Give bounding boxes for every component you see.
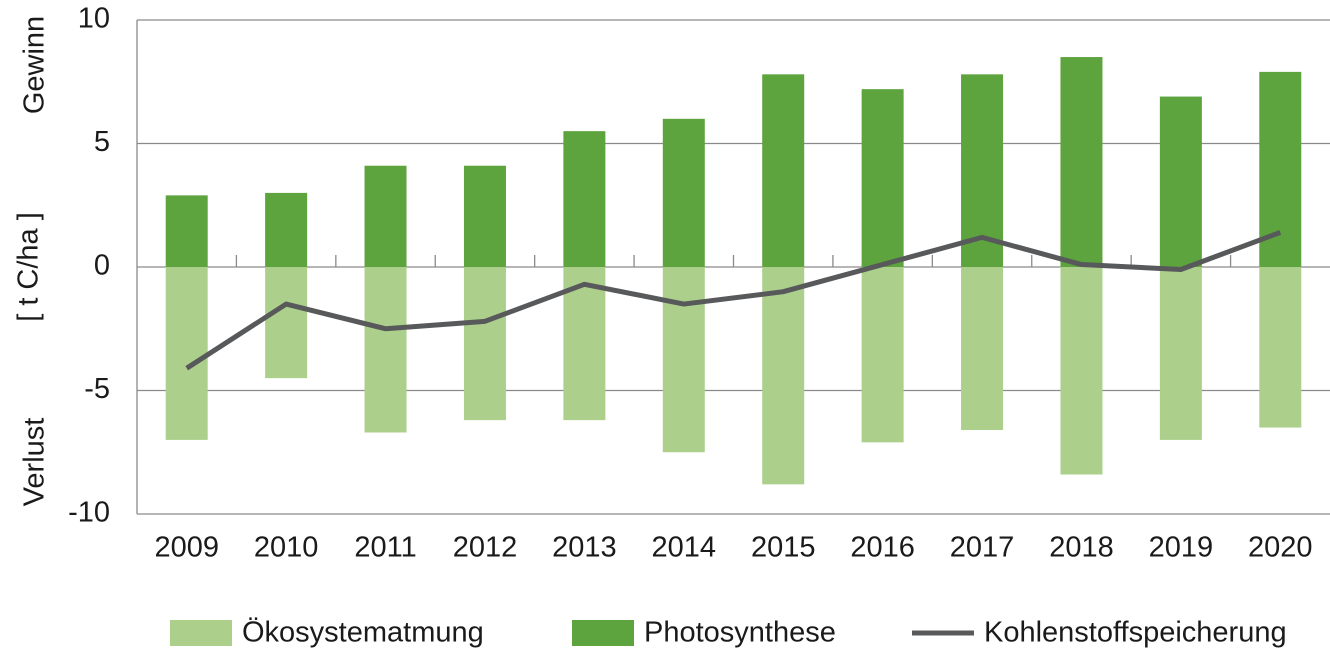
x-tick-label: 2013 bbox=[552, 532, 617, 564]
y-label-bottom: Verlust bbox=[19, 418, 51, 507]
y-tick-label: 0 bbox=[94, 250, 110, 282]
bar bbox=[364, 165, 407, 267]
bar bbox=[265, 192, 308, 267]
y-label: [ t C/ha ] bbox=[13, 212, 45, 322]
legend-label: Photosynthese bbox=[644, 617, 836, 649]
y-tick-label: -10 bbox=[68, 497, 110, 529]
x-tick-label: 2012 bbox=[453, 532, 518, 564]
bar bbox=[861, 267, 904, 443]
bar bbox=[1060, 267, 1103, 475]
x-tick-label: 2020 bbox=[1248, 532, 1313, 564]
y-tick-label: 10 bbox=[78, 3, 110, 35]
bar bbox=[563, 267, 606, 421]
bar bbox=[463, 165, 506, 267]
bar bbox=[165, 195, 208, 267]
legend-label: Kohlenstoffspeicherung bbox=[984, 617, 1287, 649]
legend-swatch bbox=[572, 620, 634, 646]
x-tick-label: 2017 bbox=[950, 532, 1015, 564]
bar bbox=[662, 118, 705, 267]
bar bbox=[463, 267, 506, 421]
x-tick-label: 2019 bbox=[1149, 532, 1214, 564]
bar bbox=[961, 267, 1004, 431]
x-tick-label: 2010 bbox=[254, 532, 319, 564]
bar bbox=[1259, 267, 1302, 428]
y-tick-label: 5 bbox=[94, 126, 110, 158]
bar bbox=[1060, 57, 1103, 267]
x-tick-label: 2015 bbox=[751, 532, 816, 564]
bar bbox=[265, 267, 308, 379]
legend-swatch bbox=[170, 620, 232, 646]
x-tick-label: 2014 bbox=[652, 532, 717, 564]
bar bbox=[662, 267, 705, 453]
x-tick-label: 2018 bbox=[1049, 532, 1114, 564]
y-label-top: Gewinn bbox=[19, 16, 51, 114]
bar bbox=[1159, 96, 1202, 267]
bar bbox=[861, 89, 904, 267]
bar bbox=[1159, 267, 1202, 440]
x-tick-label: 2009 bbox=[154, 532, 219, 564]
y-tick-label: -5 bbox=[84, 373, 110, 405]
x-tick-label: 2011 bbox=[354, 532, 416, 564]
bar bbox=[165, 267, 208, 440]
x-tick-label: 2016 bbox=[850, 532, 915, 564]
line bbox=[185, 230, 1282, 371]
bar bbox=[364, 267, 407, 433]
bar bbox=[563, 131, 606, 267]
bar bbox=[762, 74, 805, 267]
bar bbox=[762, 267, 805, 485]
legend-label: Ökosystematmung bbox=[242, 617, 484, 649]
